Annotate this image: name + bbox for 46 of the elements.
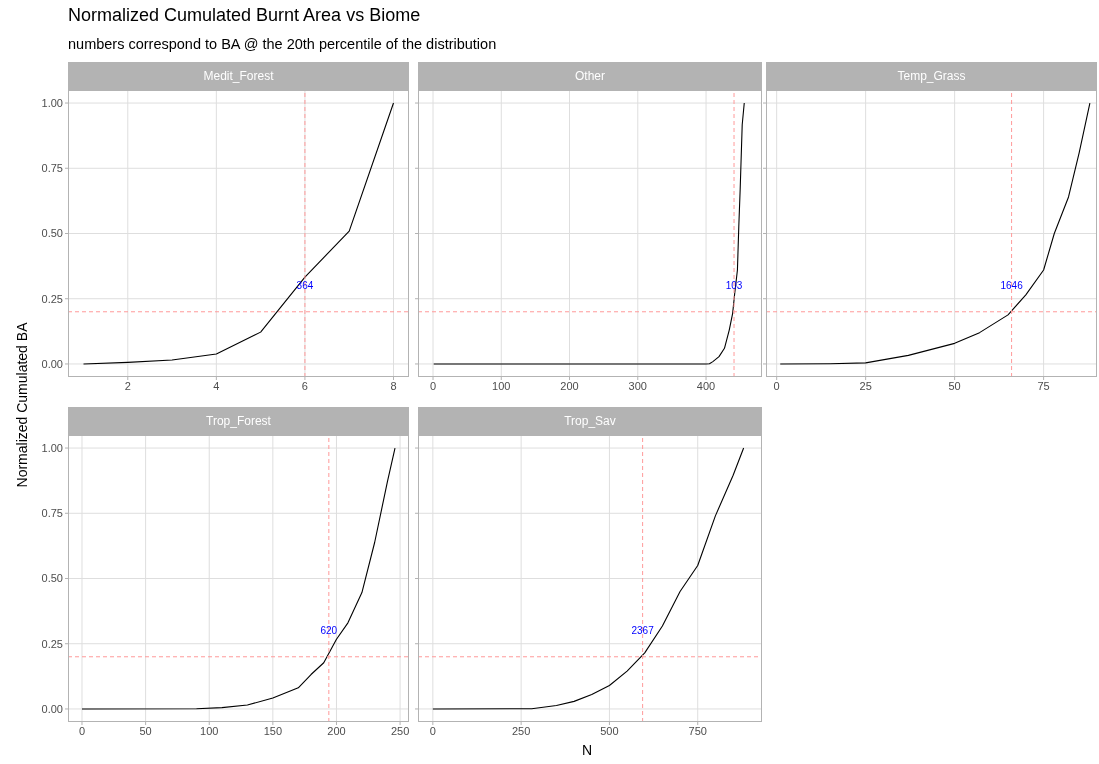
x-tick-label: 6 bbox=[301, 379, 308, 392]
x-tick-label: 0 bbox=[429, 724, 436, 737]
x-tick-label: 0 bbox=[78, 724, 86, 737]
x-tick-label: 25 bbox=[859, 379, 872, 392]
x-tick-label: 750 bbox=[688, 724, 707, 737]
chart-title: Trop_Sav bbox=[418, 407, 762, 435]
text: Normalized Cumulated Burnt Area vs Biome bbox=[68, 5, 421, 26]
annotation: 1646 bbox=[1000, 280, 1024, 292]
x-tick-label: 500 bbox=[600, 724, 619, 737]
y-axis-title: Normalized Cumulated BA bbox=[14, 322, 30, 488]
x-tick-label: 100 bbox=[492, 379, 511, 392]
annotation: 2367 bbox=[631, 625, 655, 637]
chart-title: Medit_Forest bbox=[68, 62, 409, 90]
y-tick-label: 0.75 bbox=[41, 162, 63, 175]
x-tick-label: 2 bbox=[124, 379, 131, 392]
x-tick-label: 250 bbox=[390, 724, 410, 737]
x-tick-label: 50 bbox=[948, 379, 961, 392]
x-tick-label: 100 bbox=[200, 724, 219, 737]
x-tick-label: 200 bbox=[327, 724, 346, 737]
y-tick-label: 0.25 bbox=[41, 637, 63, 650]
x-tick-label: 0 bbox=[429, 379, 437, 392]
chart-title: Temp_Grass bbox=[766, 62, 1097, 90]
y-tick-label: 0.00 bbox=[41, 702, 63, 715]
chart-title: Other bbox=[418, 62, 762, 90]
y-tick-label: 0.25 bbox=[41, 292, 63, 305]
y-tick-label: 0.75 bbox=[41, 507, 63, 520]
text: numbers correspond to BA @ the 20th percentile of the distribution bbox=[68, 36, 497, 52]
annotation: 620 bbox=[320, 625, 338, 637]
x-tick-label: 4 bbox=[213, 379, 220, 392]
x-tick-label: 300 bbox=[628, 379, 647, 392]
x-tick-label: 400 bbox=[696, 379, 716, 392]
x-tick-label: 250 bbox=[511, 724, 531, 737]
y-tick-label: 1.00 bbox=[41, 96, 63, 109]
annotation: 364 bbox=[296, 280, 314, 292]
x-tick-label: 8 bbox=[390, 379, 397, 392]
y-tick-label: 0.00 bbox=[41, 357, 63, 370]
y-tick-label: 0.50 bbox=[41, 572, 63, 585]
x-axis-title: N bbox=[580, 742, 594, 758]
x-tick-label: 200 bbox=[560, 379, 579, 392]
x-tick-label: 150 bbox=[263, 724, 283, 737]
y-tick-label: 1.00 bbox=[41, 441, 63, 454]
chart-title: Trop_Forest bbox=[68, 407, 409, 435]
x-tick-label: 75 bbox=[1037, 379, 1050, 392]
x-tick-label: 50 bbox=[139, 724, 152, 737]
x-tick-label: 0 bbox=[773, 379, 780, 392]
y-tick-label: 0.50 bbox=[41, 227, 63, 240]
